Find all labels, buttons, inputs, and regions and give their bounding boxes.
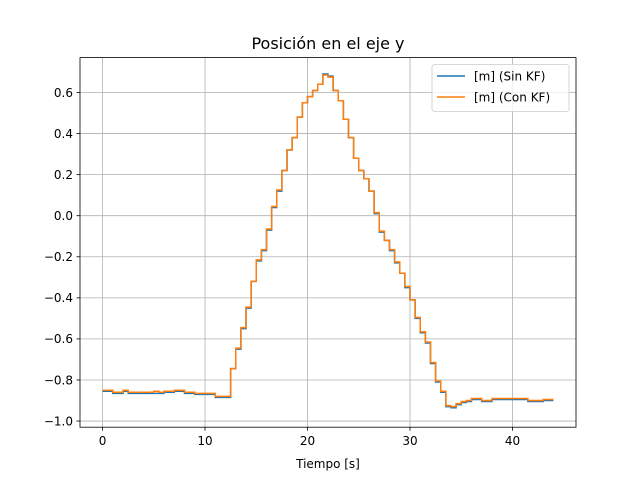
chart-title: Posición en el eje y (251, 34, 404, 53)
x-tick-label: 0 (99, 434, 107, 448)
y-tick-label: −0.2 (44, 250, 73, 264)
x-tick-label: 20 (300, 434, 315, 448)
series-layer (102, 73, 554, 409)
grid (80, 57, 576, 428)
x-tick-label: 30 (402, 434, 417, 448)
legend-box (431, 64, 570, 112)
y-tick-label: −1.0 (44, 414, 73, 428)
legend-label-2: [m] (Con KF) (474, 90, 550, 104)
y-tick-label: −0.8 (44, 373, 73, 387)
y-tick-label: −0.4 (44, 291, 73, 305)
y-tick-label: 0.6 (54, 86, 73, 100)
legend: [m] (Sin KF) [m] (Con KF) (431, 64, 570, 112)
x-tick-label: 40 (505, 434, 520, 448)
series-line-2 (102, 74, 554, 408)
legend-label-1: [m] (Sin KF) (474, 69, 545, 83)
y-tick-label: 0.4 (54, 127, 73, 141)
y-tick-label: 0.0 (54, 209, 73, 223)
y-tick-label: 0.2 (54, 168, 73, 182)
x-tick-label: 10 (197, 434, 212, 448)
x-axis-label: Tiempo [s] (295, 457, 360, 471)
ticks: 0 10 20 30 40 −1.0 −0.8 −0.6 −0.4 −0.2 0.0 0.2 0.4 0.… (44, 86, 520, 448)
y-tick-label: −0.6 (44, 332, 73, 346)
plot-frame (79, 57, 577, 428)
